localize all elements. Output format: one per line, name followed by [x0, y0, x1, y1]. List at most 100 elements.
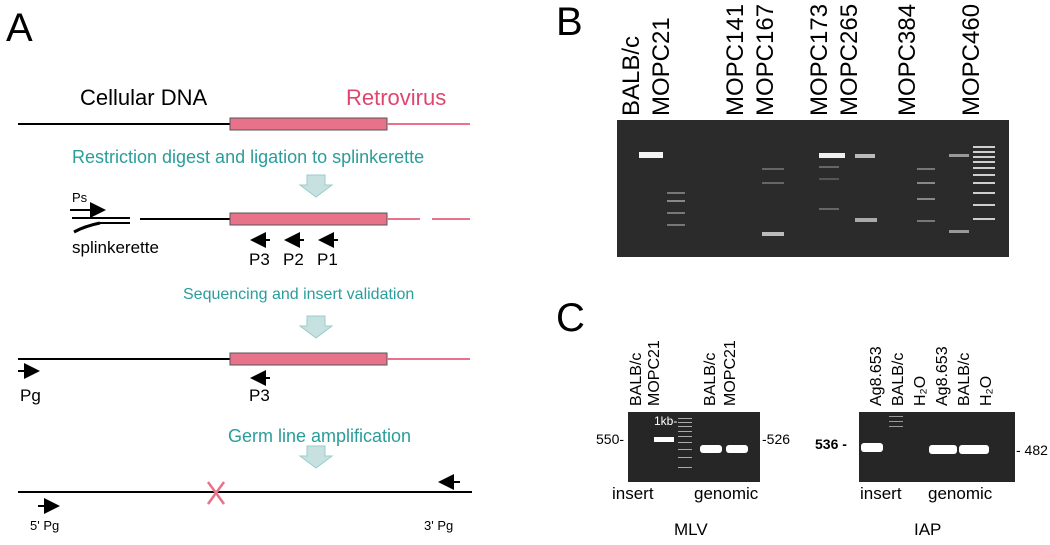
panel-a-diagram — [18, 117, 472, 514]
lane-label-mopc460: MOPC460 — [958, 3, 985, 116]
iap-size-right: - 482 — [1016, 442, 1048, 458]
band — [726, 445, 748, 453]
ladder-band — [678, 442, 692, 443]
p3b-label: P3 — [249, 386, 270, 405]
ladder-band — [889, 421, 903, 422]
row3-retro-box — [229, 352, 388, 366]
ps-label: Ps — [72, 190, 88, 205]
ladder-band — [973, 218, 995, 220]
panel-c-letter: C — [556, 296, 585, 340]
lane-label-mopc167: MOPC167 — [752, 3, 779, 116]
step1-label: Restriction digest and ligation to splin… — [72, 147, 425, 167]
band — [855, 154, 875, 158]
band — [762, 232, 784, 236]
step2-label: Sequencing and insert validation — [183, 286, 415, 303]
gel-b — [617, 120, 1009, 257]
gel-iap — [859, 412, 1015, 482]
row1-retro-box — [229, 117, 388, 131]
iap-lane-ag8653-genomic: Ag8.653 — [934, 346, 951, 406]
ladder-band — [678, 418, 692, 419]
panel-a-letter: A — [6, 6, 33, 50]
deletion-x-mark — [206, 481, 226, 505]
band — [917, 198, 935, 200]
ladder-band — [678, 422, 692, 423]
ladder-band — [889, 426, 903, 427]
ladder-band — [678, 431, 692, 432]
iap-lane-balbc-insert: BALB/c — [890, 352, 907, 406]
band — [819, 178, 839, 180]
band — [917, 168, 935, 170]
ladder-band — [678, 449, 692, 450]
lane-label-mopc141: MOPC141 — [722, 3, 749, 116]
band — [959, 445, 989, 454]
band — [819, 208, 839, 210]
band — [762, 168, 784, 170]
ladder-band — [973, 192, 995, 194]
splinkerette-label: splinkerette — [72, 238, 159, 257]
iap-group-insert: insert — [860, 484, 902, 503]
mlv-group-genomic: genomic — [694, 484, 759, 503]
mlv-marker-label: 1kb- — [654, 414, 678, 428]
band — [917, 220, 935, 222]
mlv-lane-mopc21-genomic: MOPC21 — [722, 340, 739, 406]
down-arrow-1 — [298, 174, 334, 198]
iap-lane-h2o-genomic: H₂O — [978, 375, 995, 406]
band — [667, 224, 685, 226]
row2-retro-box — [229, 212, 388, 226]
band — [667, 212, 685, 214]
band — [917, 182, 935, 184]
ladder-band — [973, 182, 995, 184]
step3-label: Germ line amplification — [228, 426, 412, 446]
cellular-dna-label: Cellular DNA — [80, 85, 208, 110]
band — [949, 230, 969, 233]
pg3-label: 3' Pg — [424, 518, 454, 533]
iap-group-genomic: genomic — [928, 484, 993, 503]
mlv-caption: MLV — [674, 520, 708, 539]
panel-b-letter: B — [556, 0, 583, 44]
band — [667, 200, 685, 202]
pg-label: Pg — [20, 386, 41, 405]
ladder-band — [889, 416, 903, 417]
down-arrow-2 — [298, 315, 334, 339]
lane-label-balbc: BALB/c — [618, 35, 645, 116]
band — [855, 218, 877, 222]
ladder-band — [973, 167, 995, 169]
p1-label: P1 — [317, 250, 338, 269]
band — [667, 192, 685, 194]
gel-mlv — [628, 412, 760, 482]
mlv-size-right: -526 — [762, 431, 791, 447]
retrovirus-label: Retrovirus — [346, 85, 447, 110]
lane-label-mopc173: MOPC173 — [806, 3, 833, 116]
mlv-lane-balbc-insert: BALB/c — [628, 352, 645, 406]
band — [654, 437, 674, 442]
lane-label-mopc21: MOPC21 — [648, 17, 675, 116]
iap-lane-ag8653-insert: Ag8.653 — [868, 346, 885, 406]
band — [700, 445, 722, 453]
band — [949, 154, 969, 157]
pg5-label: 5' Pg — [30, 518, 60, 533]
band — [929, 445, 957, 454]
iap-caption: IAP — [914, 520, 942, 539]
mlv-lane-mopc21-insert: MOPC21 — [646, 340, 663, 406]
mlv-size-left: 550- — [596, 431, 625, 447]
p2-label: P2 — [283, 250, 304, 269]
band — [819, 166, 839, 168]
band — [819, 153, 845, 158]
ladder-band — [973, 146, 995, 148]
lane-label-mopc265: MOPC265 — [836, 3, 863, 116]
mlv-lane-balbc-genomic: BALB/c — [702, 352, 719, 406]
ladder-band — [678, 467, 692, 468]
down-arrow-3 — [298, 445, 334, 469]
iap-lane-balbc-genomic: BALB/c — [956, 352, 973, 406]
splink-hairpin — [73, 221, 101, 234]
ladder-band — [973, 156, 995, 158]
ladder-band — [678, 426, 692, 427]
band — [861, 443, 883, 452]
mlv-group-insert: insert — [612, 484, 654, 503]
band — [762, 182, 784, 184]
p3-label: P3 — [249, 250, 270, 269]
iap-lane-h2o-insert: H₂O — [912, 375, 929, 406]
lane-label-mopc384: MOPC384 — [894, 3, 921, 116]
ladder-band — [678, 457, 692, 458]
ladder-band — [678, 436, 692, 437]
